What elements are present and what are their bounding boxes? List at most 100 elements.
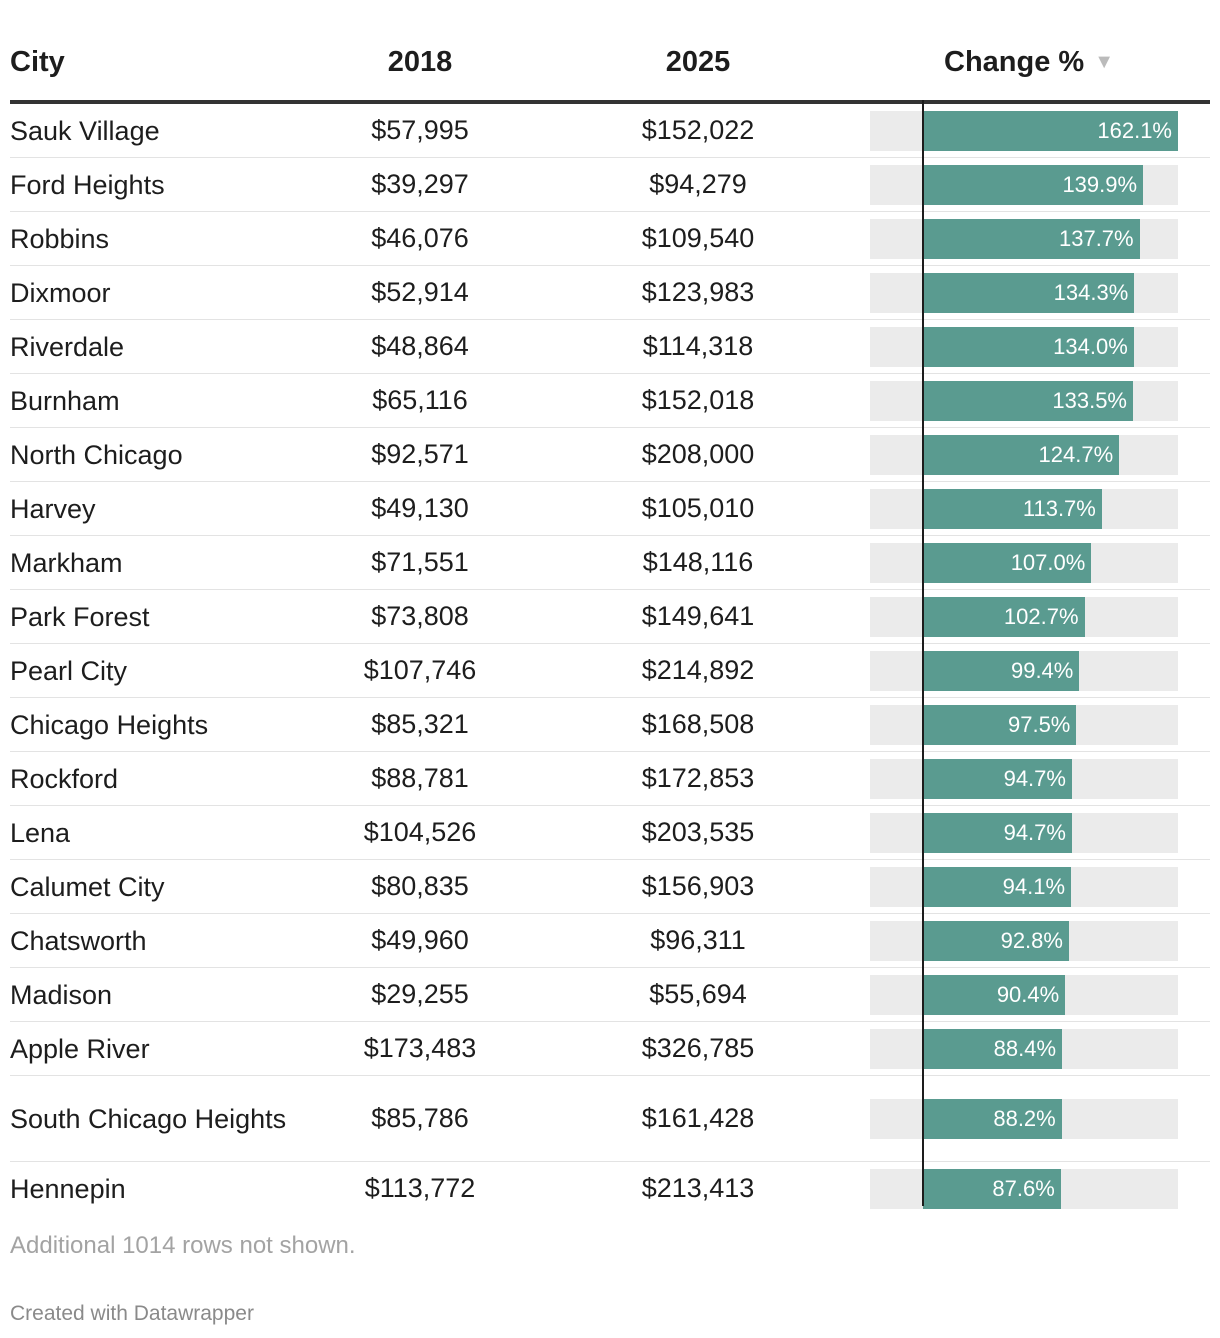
change-bar-track: 88.2%: [870, 1098, 1178, 1139]
table-row: Dixmoor $52,914 $123,983 134.3%: [10, 266, 1210, 320]
table-row: Calumet City $80,835 $156,903 94.1%: [10, 860, 1210, 914]
change-bar-label: 88.4%: [993, 1035, 1057, 1061]
table-body: Sauk Village $57,995 $152,022 162.1% Ford He…: [10, 104, 1210, 1215]
cell-2025: $214,892: [641, 655, 755, 685]
change-bar-track: 92.8%: [870, 920, 1178, 961]
change-bar: 162.1%: [923, 110, 1178, 151]
cell-2025: $172,853: [641, 763, 755, 793]
column-header-2018[interactable]: 2018: [387, 46, 453, 78]
data-table: City 2018 2025 Change % ▼ Sauk Village $57…: [10, 28, 1210, 1215]
table-row: Pearl City $107,746 $214,892 99.4%: [10, 644, 1210, 698]
cell-2018: $85,321: [371, 709, 469, 739]
cell-2025: $152,018: [641, 385, 755, 415]
change-bar-label: 137.7%: [1058, 225, 1134, 251]
cell-2018: $85,786: [371, 1103, 469, 1133]
cell-city: Chatsworth: [10, 925, 147, 956]
datawrapper-credit[interactable]: Created with Datawrapper: [10, 1302, 254, 1325]
cell-2025: $156,903: [641, 871, 755, 901]
table-row: Apple River $173,483 $326,785 88.4%: [10, 1022, 1210, 1076]
change-bar-track: 124.7%: [870, 434, 1178, 475]
cell-city: Dixmoor: [10, 277, 111, 308]
cell-2018: $39,297: [371, 169, 469, 199]
cell-2025: $152,022: [641, 115, 755, 145]
table-row: Harvey $49,130 $105,010 113.7%: [10, 482, 1210, 536]
table-row: Riverdale $48,864 $114,318 134.0%: [10, 320, 1210, 374]
change-bar: 107.0%: [923, 542, 1092, 583]
change-bar-track: 97.5%: [870, 704, 1178, 745]
change-bar-label: 87.6%: [992, 1175, 1055, 1201]
change-bar: 134.0%: [923, 326, 1134, 367]
change-bar-track: 88.4%: [870, 1028, 1178, 1069]
cell-city: Lena: [10, 817, 71, 848]
cell-city: Pearl City: [10, 655, 128, 686]
change-bar: 102.7%: [923, 596, 1085, 637]
change-bar-label: 133.5%: [1052, 387, 1127, 413]
column-header-2025[interactable]: 2025: [665, 46, 731, 78]
change-bar-track: 139.9%: [870, 164, 1178, 205]
change-bar: 94.7%: [923, 758, 1072, 799]
change-bar: 94.7%: [923, 812, 1072, 853]
table-row: South Chicago Heights $85,786 $161,428 88.2…: [10, 1076, 1210, 1162]
change-bar: 90.4%: [923, 974, 1066, 1015]
table-row: Chatsworth $49,960 $96,311 92.8%: [10, 914, 1210, 968]
change-bar-track: 94.7%: [870, 758, 1178, 799]
cell-2018: $113,772: [364, 1173, 476, 1203]
change-bar-track: 94.7%: [870, 812, 1178, 853]
change-bar-label: 94.7%: [1003, 819, 1066, 845]
cell-2018: $88,781: [371, 763, 469, 793]
cell-city: Hennepin: [10, 1173, 126, 1204]
change-bar-track: 107.0%: [870, 542, 1178, 583]
cell-2025: $109,540: [641, 223, 755, 253]
change-bar-label: 102.7%: [1003, 603, 1079, 629]
cell-2025: $114,318: [642, 331, 754, 361]
triangle-down-icon[interactable]: ▼: [1094, 51, 1114, 73]
table-row: North Chicago $92,571 $208,000 124.7%: [10, 428, 1210, 482]
change-bar-track: 113.7%: [870, 488, 1178, 529]
change-bar-label: 92.8%: [1000, 927, 1063, 953]
cell-2025: $326,785: [641, 1033, 755, 1063]
column-header-change[interactable]: Change % ▼: [870, 46, 1188, 79]
cell-city: South Chicago Heights: [10, 1103, 287, 1134]
cell-2025: $149,641: [641, 601, 755, 631]
cell-2025: $55,694: [649, 979, 747, 1009]
change-bar-label: 134.0%: [1053, 333, 1128, 359]
table-row: Lena $104,526 $203,535 94.7%: [10, 806, 1210, 860]
change-bar-label: 94.1%: [1002, 873, 1066, 899]
column-header-change-label: Change %: [944, 46, 1085, 78]
change-bar-label: 113.7%: [1022, 495, 1096, 521]
change-bar-track: 94.1%: [870, 866, 1178, 907]
cell-2018: $52,914: [371, 277, 469, 307]
change-bar: 92.8%: [923, 920, 1069, 961]
table-row: Ford Heights $39,297 $94,279 139.9%: [10, 158, 1210, 212]
change-bar-label: 162.1%: [1097, 117, 1172, 143]
cell-city: Ford Heights: [10, 169, 165, 200]
change-bar-label: 99.4%: [1010, 657, 1074, 683]
change-bar-label: 94.7%: [1003, 765, 1066, 791]
table-row: Sauk Village $57,995 $152,022 162.1%: [10, 104, 1210, 158]
cell-2018: $80,835: [371, 871, 469, 901]
table-row: Markham $71,551 $148,116 107.0%: [10, 536, 1210, 590]
cell-2018: $49,130: [371, 493, 469, 523]
cell-2025: $123,983: [641, 277, 755, 307]
cell-city: Chicago Heights: [10, 709, 209, 740]
change-bar: 97.5%: [923, 704, 1077, 745]
cell-city: Riverdale: [10, 331, 125, 362]
table-row: Chicago Heights $85,321 $168,508 97.5%: [10, 698, 1210, 752]
cell-city: Madison: [10, 979, 113, 1010]
cell-city: Park Forest: [10, 601, 150, 632]
change-bar: 113.7%: [923, 488, 1102, 529]
change-bar-label: 134.3%: [1053, 279, 1129, 305]
change-bar-track: 90.4%: [870, 974, 1178, 1015]
table-row: Rockford $88,781 $172,853 94.7%: [10, 752, 1210, 806]
cell-city: Harvey: [10, 493, 96, 524]
cell-2018: $107,746: [363, 655, 477, 685]
cell-city: Markham: [10, 547, 123, 578]
cell-2025: $105,010: [641, 493, 755, 523]
column-header-city[interactable]: City: [10, 46, 65, 78]
change-bar-track: 162.1%: [870, 110, 1178, 151]
cell-2018: $48,864: [371, 331, 469, 361]
table-header: City 2018 2025 Change % ▼: [10, 28, 1210, 104]
bar-baseline: [922, 100, 924, 1206]
change-bar-track: 102.7%: [870, 596, 1178, 637]
change-bar-label: 88.2%: [993, 1105, 1056, 1131]
